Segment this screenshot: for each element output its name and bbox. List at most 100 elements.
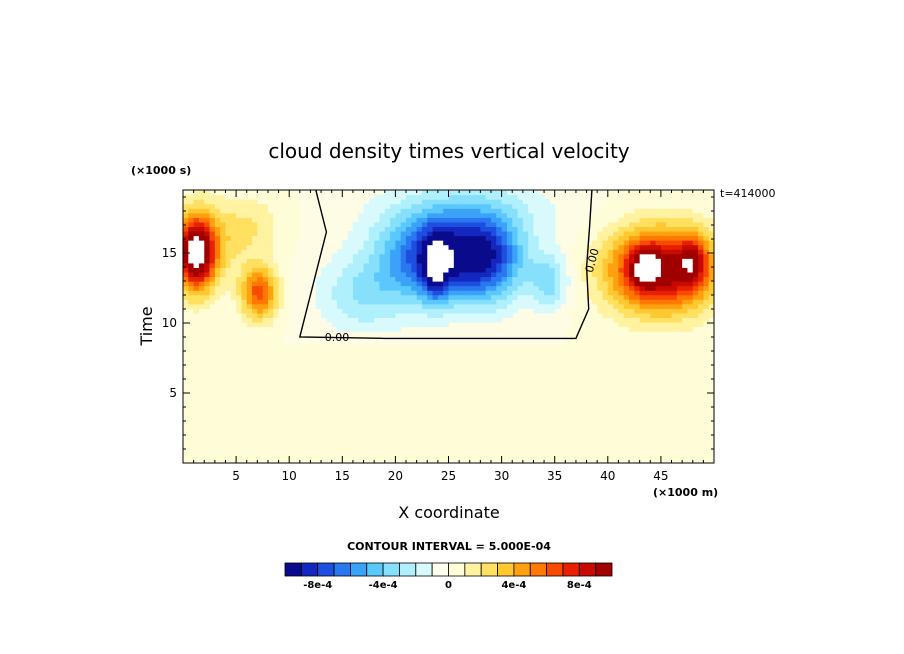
heatmap-cell [666, 449, 673, 455]
heatmap-cell [703, 331, 710, 337]
heatmap-cell [358, 344, 365, 350]
heatmap-cell [358, 281, 365, 287]
heatmap-cell [708, 408, 714, 414]
heatmap-cell [432, 458, 439, 463]
heatmap-cell [416, 221, 423, 227]
heatmap-cell [703, 303, 710, 309]
heatmap-cell [528, 435, 535, 441]
heatmap-cell [671, 281, 678, 287]
heatmap-cell [464, 240, 471, 246]
heatmap-cell [289, 385, 296, 391]
heatmap-cell [591, 244, 598, 250]
heatmap-cell [581, 353, 588, 359]
heatmap-cell [209, 226, 216, 232]
heatmap-cell [336, 349, 343, 355]
heatmap-cell [384, 230, 391, 237]
heatmap-cell [644, 376, 651, 382]
heatmap-cell [188, 444, 195, 450]
heatmap-cell [358, 303, 365, 309]
heatmap-cell [575, 422, 582, 428]
heatmap-cell [411, 412, 418, 419]
heatmap-cell [602, 381, 609, 387]
heatmap-cell [289, 453, 296, 460]
heatmap-cell [358, 253, 365, 259]
heatmap-cell [188, 453, 195, 460]
heatmap-cell [252, 271, 258, 278]
heatmap-cell [448, 303, 455, 309]
heatmap-cell [406, 281, 412, 287]
heatmap-cell [565, 444, 572, 450]
heatmap-cell [331, 362, 338, 369]
heatmap-cell [352, 458, 359, 463]
heatmap-cell [384, 258, 391, 264]
heatmap-cell [480, 221, 487, 227]
heatmap-cell [252, 440, 258, 446]
heatmap-cell [363, 394, 370, 400]
heatmap-cell [321, 285, 327, 291]
heatmap-cell [703, 376, 710, 382]
heatmap-cell [321, 267, 327, 273]
heatmap-cell [639, 376, 646, 382]
heatmap-cell [687, 262, 694, 268]
heatmap-cell [613, 381, 620, 387]
heatmap-cell [666, 362, 673, 369]
heatmap-cell [400, 253, 407, 259]
heatmap-cell [496, 431, 503, 437]
heatmap-cell [565, 344, 572, 350]
heatmap-cell [549, 308, 556, 314]
heatmap-cell [443, 262, 450, 268]
heatmap-cell [469, 258, 476, 264]
heatmap-cell [406, 435, 412, 441]
heatmap-cell [464, 217, 471, 223]
heatmap-cell [225, 358, 232, 364]
heatmap-cell [634, 217, 641, 223]
heatmap-cell [214, 412, 221, 419]
heatmap-cell [294, 221, 301, 227]
heatmap-cell [241, 221, 248, 227]
heatmap-cell [613, 358, 620, 364]
heatmap-cell [411, 221, 418, 227]
heatmap-cell [230, 422, 237, 428]
heatmap-cell [379, 267, 386, 273]
heatmap-cell [379, 349, 386, 355]
heatmap-cell [490, 312, 497, 318]
heatmap-cell [485, 403, 492, 409]
heatmap-cell [209, 403, 216, 409]
heatmap-cell [411, 258, 418, 264]
heatmap-cell [501, 449, 508, 455]
heatmap-cell [459, 235, 466, 241]
heatmap-cell [671, 426, 678, 432]
heatmap-cell [581, 358, 588, 364]
heatmap-cell [230, 362, 237, 369]
heatmap-cell [613, 240, 620, 246]
heatmap-cell [395, 326, 402, 332]
heatmap-cell [708, 335, 714, 341]
heatmap-cell [528, 281, 535, 287]
heatmap-cell [262, 294, 269, 300]
heatmap-cell [390, 458, 396, 463]
heatmap-cell [591, 458, 598, 463]
heatmap-cell [432, 226, 439, 232]
heatmap-cell [586, 453, 593, 460]
heatmap-cell [368, 431, 375, 437]
heatmap-cell [475, 385, 481, 391]
heatmap-cell [198, 317, 205, 323]
heatmap-cell [257, 285, 264, 291]
heatmap-cell [305, 453, 312, 460]
heatmap-cell [209, 362, 216, 369]
heatmap-cell [352, 376, 359, 382]
heatmap-cell [570, 449, 577, 455]
heatmap-cell [241, 281, 248, 287]
heatmap-cell [321, 299, 327, 305]
heatmap-cell [623, 444, 630, 450]
heatmap-cell [464, 390, 471, 396]
heatmap-cell [703, 349, 710, 355]
heatmap-cell [310, 458, 317, 463]
heatmap-cell [459, 212, 466, 218]
heatmap-cell [278, 285, 285, 291]
heatmap-cell [634, 267, 641, 273]
heatmap-cell [459, 303, 466, 309]
heatmap-cell [236, 281, 243, 287]
heatmap-cell [575, 335, 582, 341]
heatmap-cell [623, 235, 630, 241]
